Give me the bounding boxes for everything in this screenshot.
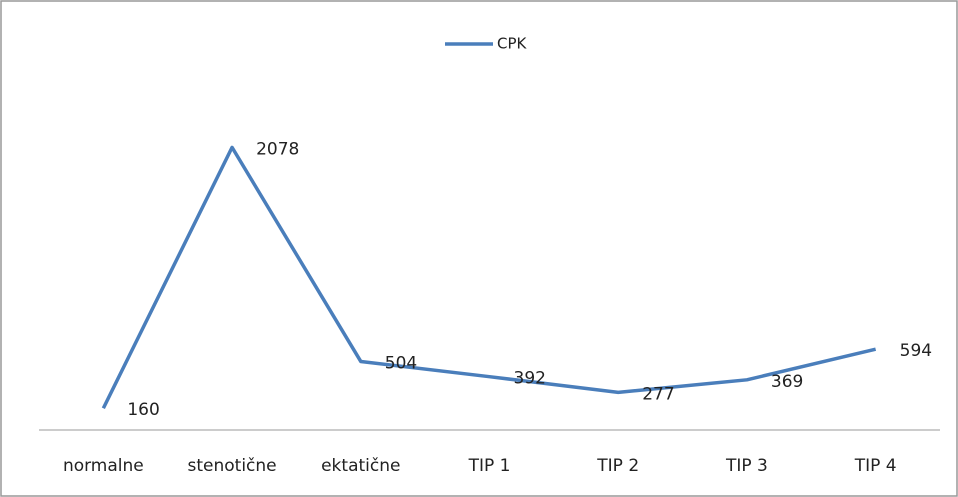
x-tick-label: ektatične <box>321 456 400 476</box>
data-label: 504 <box>385 353 417 373</box>
x-tick-label: normalne <box>63 456 144 476</box>
data-label: 369 <box>771 372 803 392</box>
data-line <box>101 145 877 410</box>
x-tick-label: TIP 3 <box>725 456 768 476</box>
x-tick-label: stenotične <box>188 456 277 476</box>
legend-label: CPK <box>497 35 528 53</box>
x-tick-label: TIP 4 <box>854 456 897 476</box>
data-label: 2078 <box>256 139 299 159</box>
x-tick-label: TIP 2 <box>596 456 639 476</box>
data-label: 594 <box>900 341 932 361</box>
data-label: 277 <box>642 384 674 404</box>
data-label: 160 <box>127 400 159 420</box>
x-tick-label: TIP 1 <box>468 456 511 476</box>
data-label: 392 <box>514 369 546 389</box>
